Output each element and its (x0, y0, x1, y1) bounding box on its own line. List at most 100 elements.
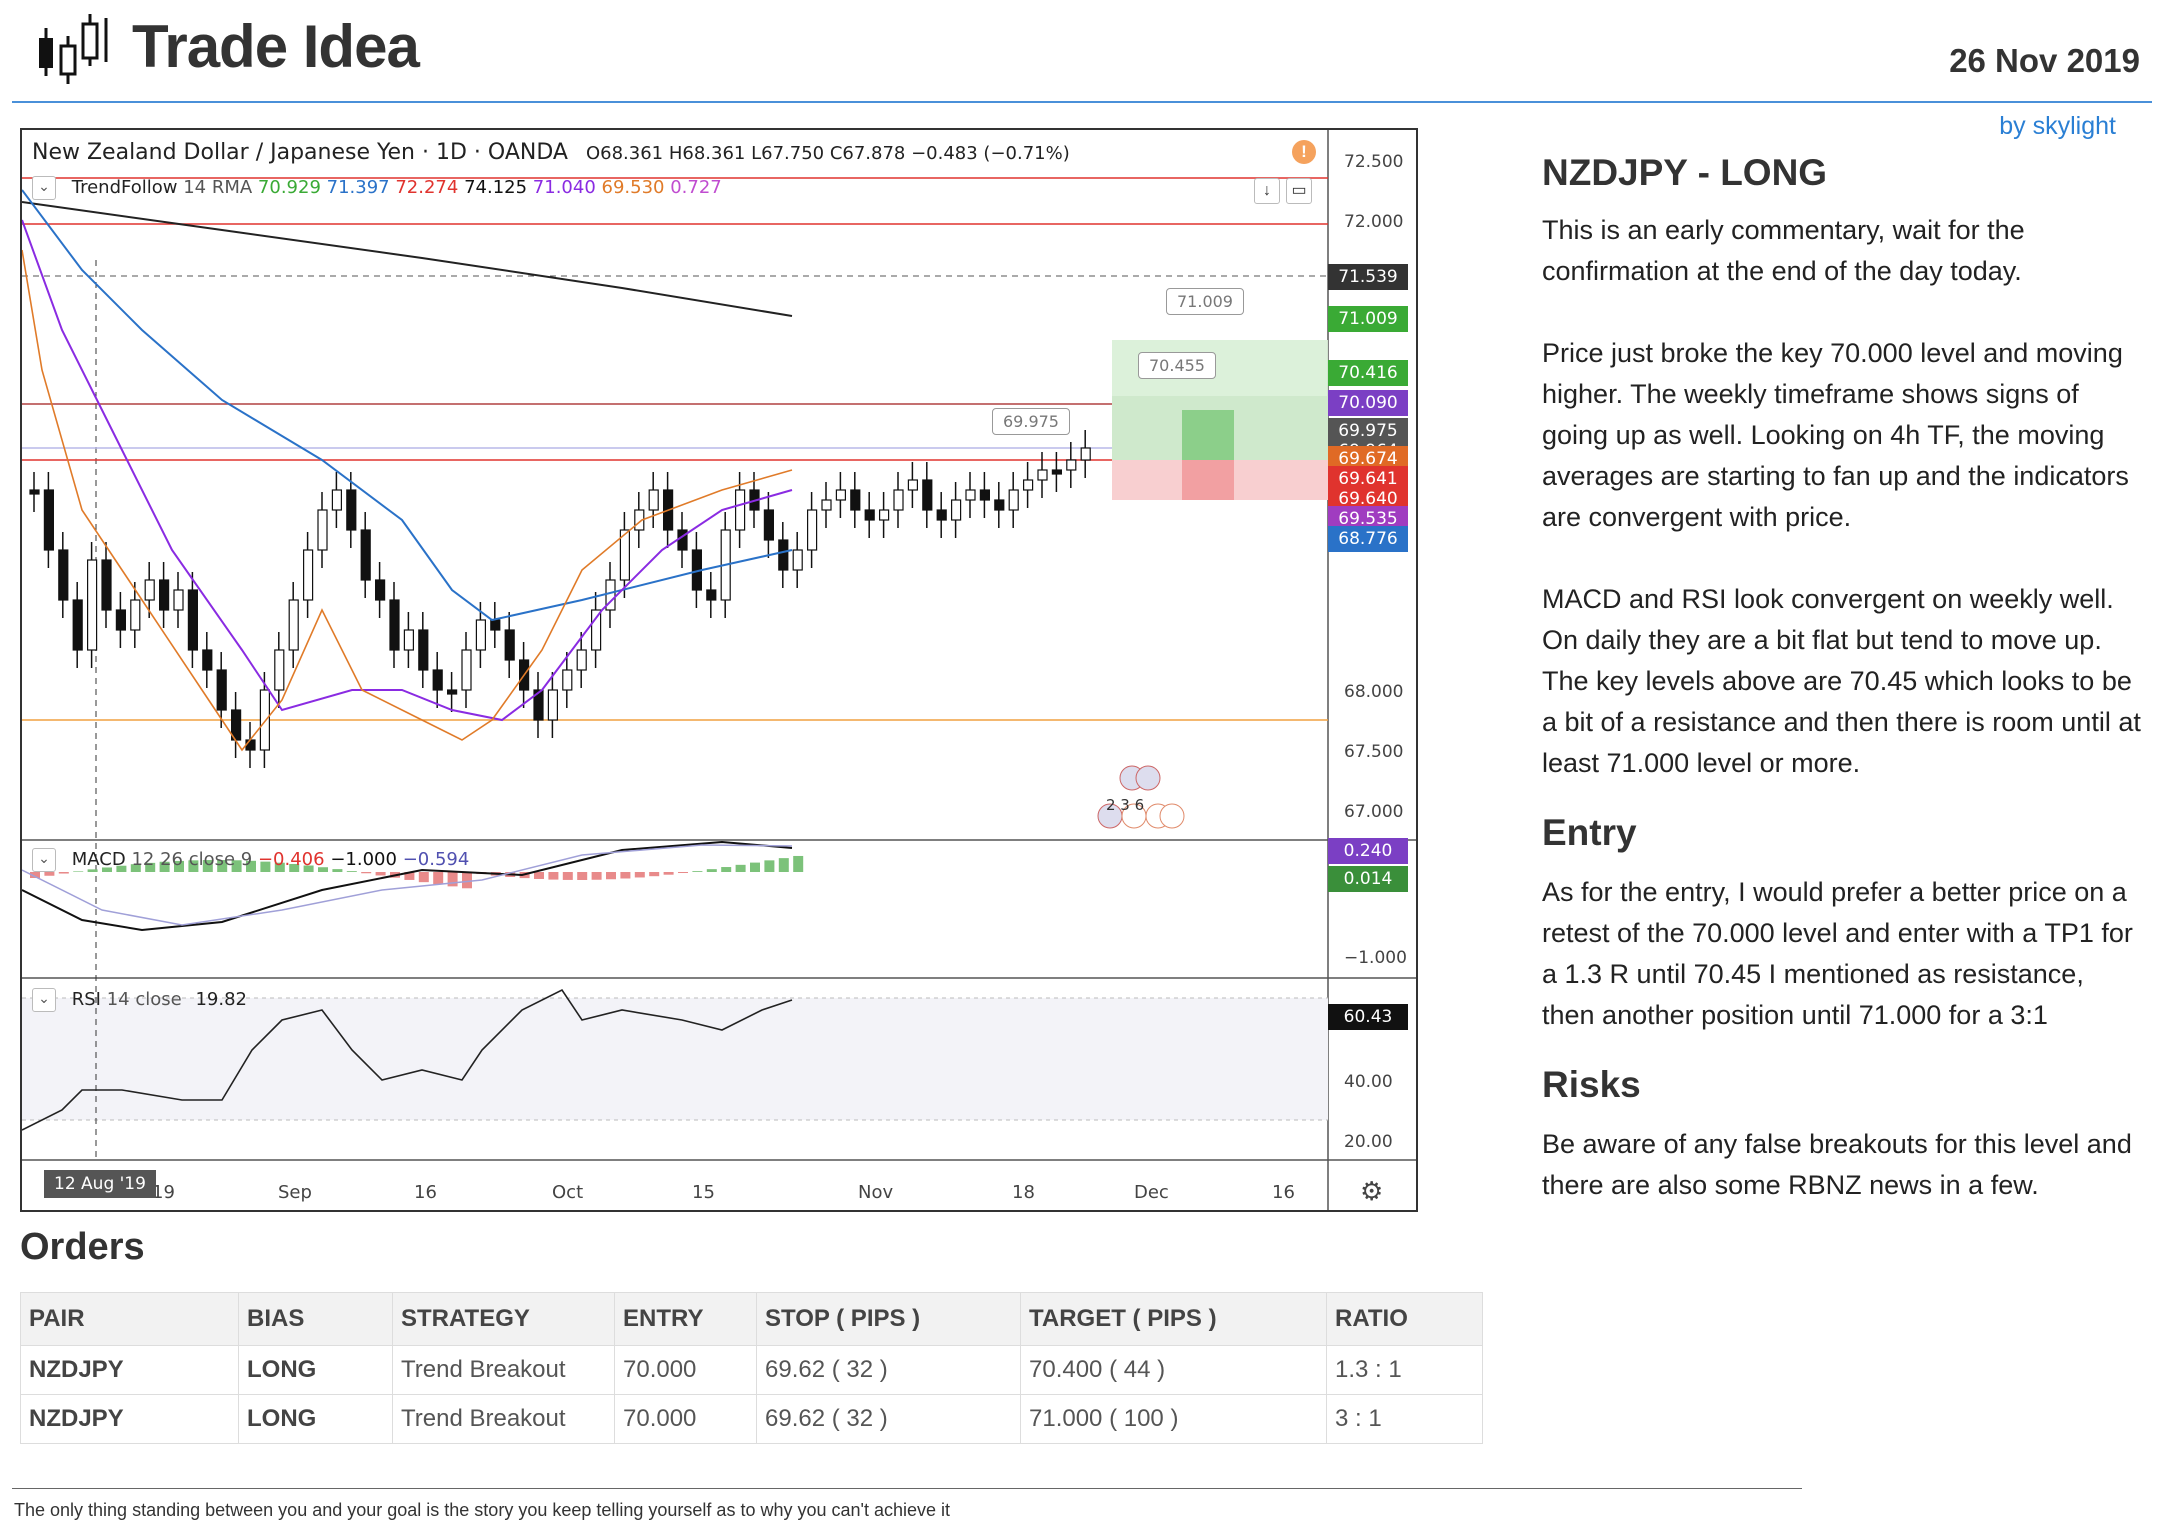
x-axis-label: 19 (152, 1182, 175, 1203)
macd-bar (735, 864, 746, 872)
macd-bar (721, 867, 732, 872)
risks-heading: Risks (1542, 1064, 1641, 1105)
macd-value-2: −1.000 (330, 849, 397, 870)
candle-body (778, 539, 789, 571)
column-header: TARGET ( PIPS ) (1020, 1292, 1327, 1346)
entry-heading: Entry (1542, 812, 1637, 853)
trendfollow-value: 70.929 (257, 177, 321, 198)
macd-bar (303, 865, 314, 872)
macd-bar (706, 869, 717, 872)
trendfollow-params: 14 RMA (183, 177, 253, 198)
macd-bar (433, 872, 444, 885)
indicator-line (22, 844, 793, 926)
cell-bias: LONG (238, 1394, 393, 1444)
candle-body (403, 629, 414, 651)
macd-bar (534, 872, 544, 879)
cell-ratio: 1.3 : 1 (1326, 1345, 1483, 1395)
cell-pair: NZDJPY (20, 1394, 239, 1444)
candle-body (259, 689, 270, 751)
collapse-chevron-icon[interactable]: ⌄ (32, 176, 56, 200)
cell-stop: 69.62 ( 32 ) (756, 1394, 1021, 1444)
crosshair-date-badge: 12 Aug '19 (44, 1170, 156, 1198)
indicator-lines-group (22, 840, 793, 1131)
candle-body (346, 489, 357, 531)
risks-text: Be aware of any false breakouts for this… (1542, 1129, 2132, 1200)
macd-bar (663, 872, 674, 875)
candle-body (576, 649, 587, 671)
candle-body (677, 529, 688, 551)
column-header: ENTRY (614, 1292, 757, 1346)
macd-params: 12 26 close 9 (131, 849, 253, 870)
macd-bar (793, 855, 804, 872)
candle-body (86, 559, 98, 651)
candle-body (907, 479, 919, 491)
maximize-icon[interactable]: ▭ (1286, 178, 1312, 204)
analysis-paragraph: MACD and RSI look convergent on weekly w… (1542, 584, 2114, 655)
warning-icon[interactable]: ! (1292, 140, 1316, 164)
cell-stop: 69.62 ( 32 ) (756, 1345, 1021, 1395)
y-axis-label: 67.000 (1344, 802, 1404, 822)
candle-body (792, 549, 803, 571)
price-tag: 71.009 (1328, 306, 1408, 332)
candle-body (979, 489, 991, 501)
macd-bar (174, 860, 184, 872)
orders-table: PAIR BIAS STRATEGY ENTRY STOP ( PIPS ) T… (20, 1292, 1483, 1444)
trendfollow-value: 74.125 (458, 177, 528, 198)
candle-body (130, 599, 141, 631)
candle-body (965, 489, 976, 501)
rsi-legend: ⌄ RSI 14 close 19.82 (32, 988, 247, 1012)
indicator-line (22, 988, 793, 1131)
moving-averages-group (22, 189, 793, 752)
macd-bar (318, 867, 328, 872)
download-icon[interactable]: ↓ (1254, 178, 1280, 204)
candle-body (864, 509, 875, 521)
y-axis-label: 67.500 (1344, 742, 1404, 762)
candle-body (1008, 489, 1019, 511)
author-link[interactable]: by skylight (1999, 112, 2116, 140)
candle-body (331, 489, 342, 511)
orders-title: Orders (20, 1226, 145, 1268)
rsi-tag: 60.43 (1328, 1004, 1408, 1030)
table-header-row: PAIR BIAS STRATEGY ENTRY STOP ( PIPS ) T… (20, 1292, 1483, 1346)
entry-text: As for the entry, I would prefer a bette… (1542, 877, 2133, 1030)
candle-body (216, 669, 227, 711)
candle-body (58, 549, 69, 601)
x-axis-label: Dec (1134, 1182, 1169, 1203)
candle-body (72, 599, 83, 651)
candle-body (835, 489, 847, 501)
macd-name: MACD (71, 849, 126, 870)
candle-body (763, 509, 775, 541)
collapse-chevron-icon[interactable]: ⌄ (32, 988, 56, 1012)
analysis-paragraph: This is an early commentary, wait for th… (1542, 215, 2025, 286)
candle-body (562, 669, 573, 691)
candle-body (922, 479, 933, 511)
macd-bar (404, 872, 415, 880)
macd-bar (692, 871, 703, 872)
trendfollow-value: 72.274 (389, 177, 459, 198)
macd-bar (764, 860, 775, 872)
candle-body (821, 499, 832, 511)
symbol-name: New Zealand Dollar / Japanese Yen · 1D ·… (32, 140, 568, 165)
macd-bar (418, 872, 429, 883)
column-header: BIAS (238, 1292, 393, 1346)
y-axis-label: 72.000 (1344, 212, 1404, 232)
candle-body (389, 599, 400, 651)
candle-body (806, 509, 818, 551)
price-chart[interactable]: New Zealand Dollar / Japanese Yen · 1D ·… (20, 128, 1418, 1212)
candle-body (878, 509, 890, 521)
candle-body (619, 529, 631, 581)
candles-group (29, 430, 1091, 768)
ohlc-values: O68.361 H68.361 L67.750 C67.878 −0.483 (… (585, 143, 1070, 164)
settings-gear-icon[interactable]: ⚙ (1360, 1176, 1384, 1206)
collapse-chevron-icon[interactable]: ⌄ (32, 848, 56, 872)
candle-body (994, 499, 1005, 511)
indicator-line (22, 840, 793, 932)
macd-bar (634, 872, 645, 878)
x-axis-label: 16 (1272, 1182, 1295, 1203)
cell-strategy: Trend Breakout (392, 1394, 615, 1444)
footer-divider (12, 1488, 1802, 1489)
trendfollow-value: 69.530 (595, 177, 665, 198)
trendfollow-value: 71.397 (320, 177, 390, 198)
price-tag: 70.416 (1328, 360, 1408, 386)
candle-body (1080, 447, 1091, 461)
